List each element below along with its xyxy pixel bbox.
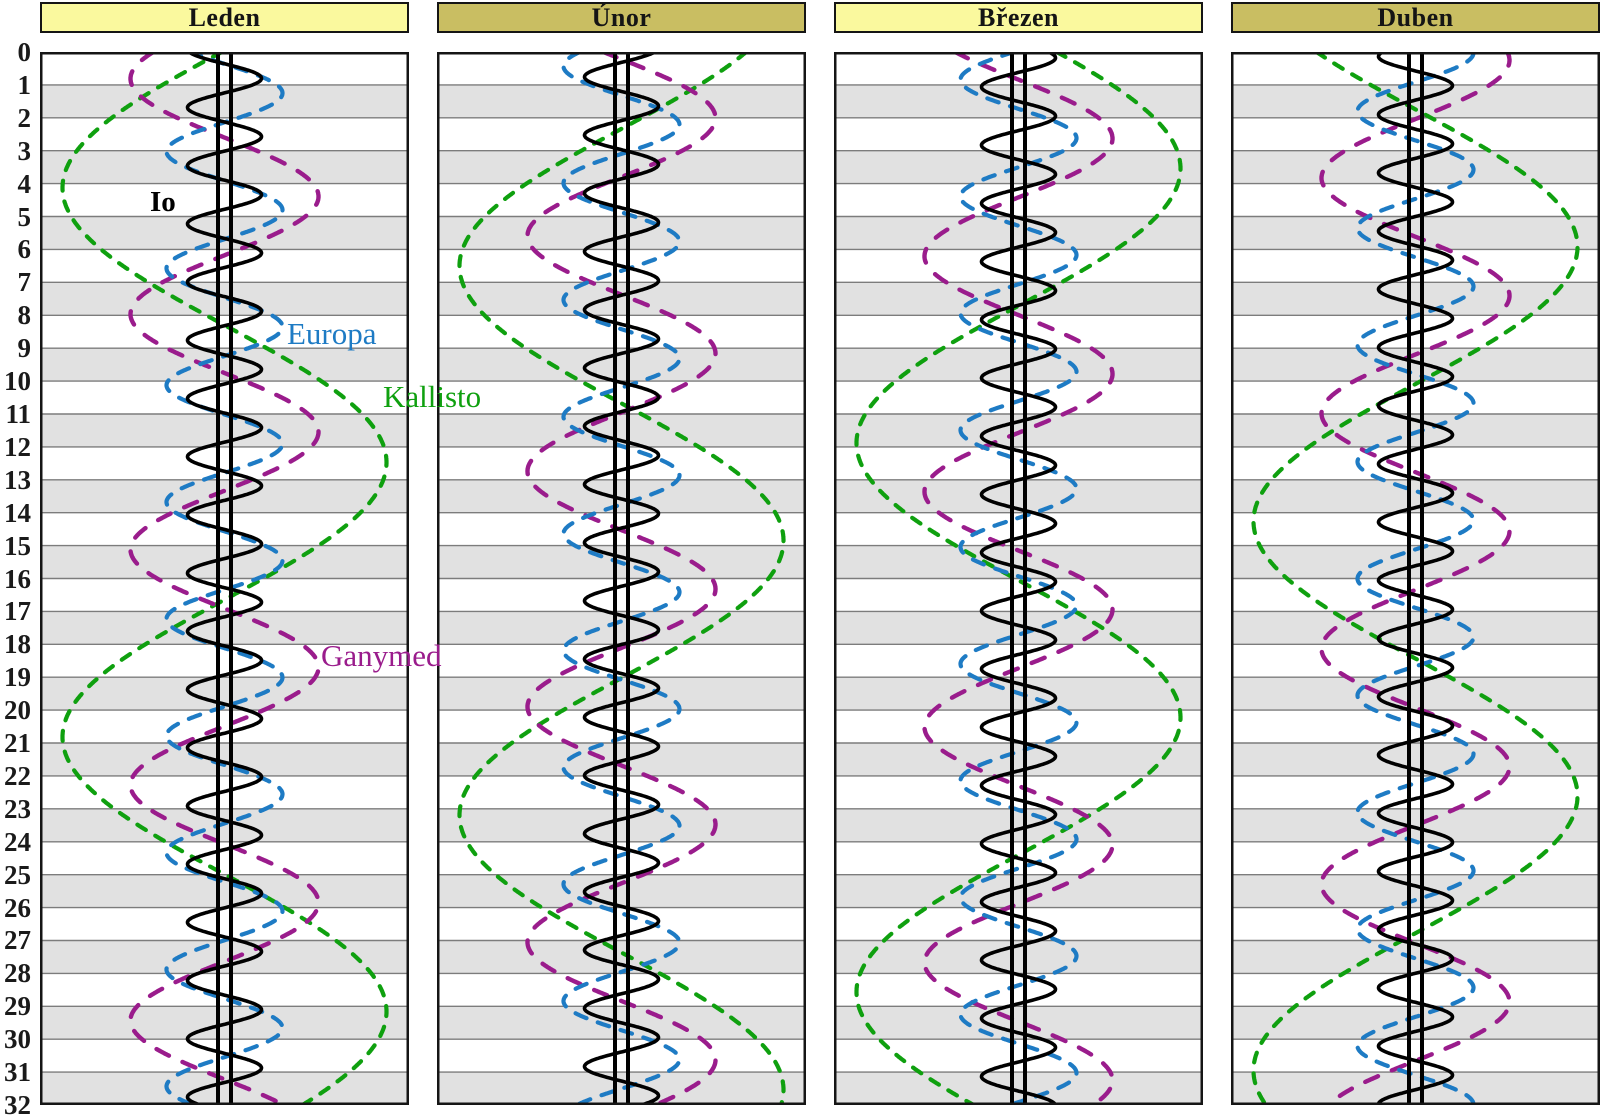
day-axis-label: 22 xyxy=(4,760,31,791)
month-header-duben: Duben xyxy=(1231,2,1600,33)
panel-plot-3 xyxy=(834,52,1203,1105)
gray-stripe xyxy=(42,545,407,579)
day-axis-label: 26 xyxy=(4,892,31,923)
day-axis-label: 8 xyxy=(17,300,32,331)
moon-label-kallisto: Kallisto xyxy=(383,379,482,414)
gray-stripe xyxy=(42,1072,407,1105)
day-axis-label: 18 xyxy=(4,629,31,660)
gray-stripe xyxy=(439,677,804,711)
curve-kallisto xyxy=(457,52,786,1105)
moon-label-io: Io xyxy=(150,186,176,218)
panel-plot-1 xyxy=(40,52,409,1105)
day-axis: 0 1 2 3 4 5 6 7 8 9 10 11 12 13 14 15 16 17 18 19 20 21 22 23 24… xyxy=(0,0,34,1115)
day-axis-label: 25 xyxy=(4,859,31,890)
day-axis-label: 28 xyxy=(4,958,31,989)
month-panel-4 xyxy=(1231,52,1600,1105)
day-axis-label: 16 xyxy=(4,563,31,594)
day-axis-label: 32 xyxy=(4,1090,31,1115)
gray-stripe xyxy=(1233,874,1598,908)
gray-stripe xyxy=(1233,150,1598,184)
day-axis-label: 23 xyxy=(4,793,31,824)
panel-border xyxy=(40,52,409,1105)
day-axis-label: 30 xyxy=(4,1024,31,1055)
day-axis-label: 9 xyxy=(17,333,32,364)
gray-stripe xyxy=(836,874,1201,908)
curve-kallisto xyxy=(60,52,389,1105)
day-axis-label: 11 xyxy=(5,398,31,429)
day-axis-label: 13 xyxy=(4,464,31,495)
day-axis-label: 3 xyxy=(17,135,32,166)
panel-border xyxy=(1231,52,1600,1105)
month-panel-3 xyxy=(834,52,1203,1105)
day-axis-label: 15 xyxy=(4,530,31,561)
day-axis-label: 5 xyxy=(17,201,32,232)
curve-io xyxy=(582,52,661,1105)
gray-stripe xyxy=(42,743,407,776)
curve-ganymed xyxy=(525,52,718,1105)
day-axis-label: 6 xyxy=(17,234,32,265)
gray-stripe xyxy=(439,874,804,908)
panel-border xyxy=(437,52,806,1105)
curve-io xyxy=(1376,52,1455,1105)
day-axis-label: 21 xyxy=(4,728,31,759)
curve-europa xyxy=(1355,52,1476,1105)
day-axis-label: 17 xyxy=(4,596,31,627)
moon-label-europa: Europa xyxy=(287,316,377,351)
gray-stripe xyxy=(836,1072,1201,1105)
curve-ganymed xyxy=(922,52,1115,1105)
day-axis-label: 7 xyxy=(17,267,32,298)
day-axis-label: 1 xyxy=(17,69,32,100)
gray-stripe xyxy=(836,611,1201,645)
gray-stripe xyxy=(439,1072,804,1105)
day-axis-label: 2 xyxy=(17,102,32,133)
day-axis-label: 4 xyxy=(17,168,32,199)
gray-stripe xyxy=(42,150,407,184)
month-panel-2 xyxy=(437,52,806,1105)
gray-stripe xyxy=(439,940,804,974)
curve-ganymed xyxy=(128,52,321,1105)
moon-label-ganymed: Ganymed xyxy=(321,638,442,673)
gray-stripe xyxy=(42,84,407,118)
gray-stripe xyxy=(836,216,1201,250)
month-panel-1 xyxy=(40,52,409,1105)
gray-stripe xyxy=(42,216,407,250)
day-axis-label: 27 xyxy=(4,925,31,956)
gray-stripe xyxy=(42,479,407,513)
curve-io xyxy=(185,52,264,1105)
day-axis-label: 24 xyxy=(4,826,31,857)
gray-stripe xyxy=(439,479,804,513)
gray-stripe xyxy=(1233,282,1598,316)
gray-stripe xyxy=(439,282,804,316)
gray-stripe xyxy=(1233,1006,1598,1040)
day-axis-label: 0 xyxy=(17,37,32,67)
day-axis-label: 10 xyxy=(4,366,31,397)
curve-europa xyxy=(164,52,285,1105)
gray-stripe xyxy=(439,216,804,250)
panel-border xyxy=(834,52,1203,1105)
panel-plot-2 xyxy=(437,52,806,1105)
day-axis-label: 14 xyxy=(4,497,31,528)
month-header-unor: Únor xyxy=(437,2,806,33)
curve-europa xyxy=(561,52,682,1105)
gray-stripe xyxy=(1233,808,1598,842)
gray-stripe xyxy=(42,282,407,316)
day-axis-label: 29 xyxy=(4,991,31,1022)
day-axis-label: 20 xyxy=(4,695,31,726)
month-header-leden: Leden xyxy=(40,2,409,33)
curve-ganymed xyxy=(1319,52,1512,1105)
gray-stripe xyxy=(1233,611,1598,645)
day-axis-label: 31 xyxy=(4,1057,31,1088)
gray-stripe xyxy=(836,282,1201,316)
panel-plot-4 xyxy=(1231,52,1600,1105)
month-header-brezen: Březen xyxy=(834,2,1203,33)
day-axis-label: 12 xyxy=(4,431,31,462)
gray-stripe xyxy=(42,940,407,974)
gray-stripe xyxy=(439,808,804,842)
curve-io xyxy=(979,52,1058,1105)
gray-stripe xyxy=(836,808,1201,842)
day-axis-label: 19 xyxy=(4,662,31,693)
